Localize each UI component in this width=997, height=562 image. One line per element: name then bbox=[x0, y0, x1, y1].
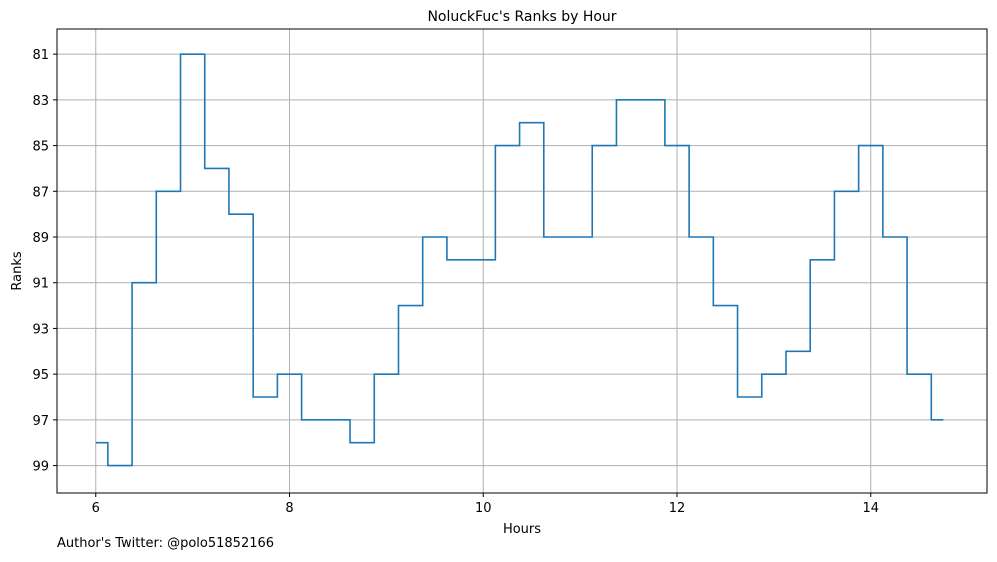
y-tick-label: 85 bbox=[32, 140, 49, 155]
series-layer bbox=[95, 53, 944, 467]
x-tick-label: 10 bbox=[475, 501, 492, 516]
y-tick-label: 97 bbox=[32, 414, 49, 429]
chart-title: NoluckFuc's Ranks by Hour bbox=[427, 9, 616, 25]
y-tick-label: 81 bbox=[32, 48, 49, 63]
x-tick-label: 12 bbox=[669, 501, 686, 516]
y-tick-label: 93 bbox=[32, 322, 49, 337]
grid-lines bbox=[57, 29, 987, 493]
x-tick-label: 14 bbox=[862, 501, 879, 516]
series-line bbox=[95, 53, 944, 467]
y-tick-label: 83 bbox=[32, 94, 49, 109]
y-tick-label: 89 bbox=[32, 231, 49, 246]
x-axis: 6 8 10 12 14 bbox=[92, 493, 879, 516]
x-tick-label: 8 bbox=[285, 501, 293, 516]
plot-frame bbox=[56, 28, 988, 494]
y-axis: 81 83 85 87 89 91 93 95 97 99 bbox=[32, 48, 57, 475]
x-tick-label: 6 bbox=[92, 501, 100, 516]
author-twitter-note: Author's Twitter: @polo51852166 bbox=[57, 536, 275, 551]
y-axis-label: Ranks bbox=[10, 251, 25, 290]
y-tick-label: 91 bbox=[32, 277, 49, 292]
y-tick-label: 87 bbox=[32, 185, 49, 200]
y-tick-label: 95 bbox=[32, 368, 49, 383]
x-axis-label: Hours bbox=[503, 522, 541, 537]
y-tick-label: 99 bbox=[32, 460, 49, 475]
